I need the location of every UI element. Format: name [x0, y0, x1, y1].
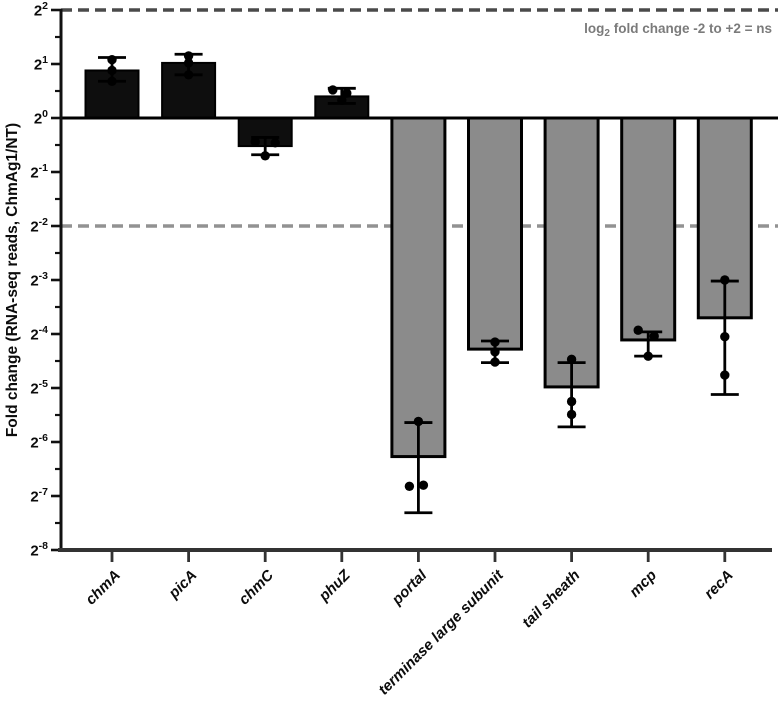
x-tick-label-picA: picA — [165, 567, 201, 603]
axes-layer — [51, 8, 778, 562]
x-tick-label-chmA: chmA — [82, 567, 123, 608]
data-point-terminase-large-subunit — [490, 337, 500, 347]
data-point-chmC — [270, 138, 280, 148]
data-point-tail-sheath — [566, 354, 577, 365]
data-points-layer — [107, 51, 730, 491]
data-point-chmA — [107, 54, 117, 65]
data-point-picA — [183, 58, 194, 68]
data-point-phuZ — [337, 95, 347, 105]
bar-portal — [390, 116, 447, 459]
bar-tail-sheath — [543, 116, 600, 389]
data-point-mcp — [643, 351, 653, 361]
x-tick-label-portal: portal — [388, 566, 431, 609]
data-point-picA — [183, 70, 194, 80]
x-tick-label-mcp: mcp — [626, 567, 660, 601]
y-axis-label: Fold change (RNA-seq reads, ChmAg1/NT) — [4, 123, 21, 437]
data-point-picA — [183, 51, 194, 61]
x-tick-label-tail-sheath: tail sheath — [519, 567, 583, 631]
data-point-portal — [404, 481, 415, 491]
data-point-mcp — [633, 325, 643, 335]
x-tick-label-phuZ: phuZ — [315, 566, 354, 605]
data-point-recA — [720, 332, 730, 342]
data-point-recA — [720, 275, 730, 285]
y-tick-label-2^-6: 2-6 — [30, 432, 48, 452]
data-point-portal — [418, 480, 429, 490]
data-point-tail-sheath — [566, 409, 577, 420]
y-tick-label-2^-2: 2-2 — [30, 216, 48, 236]
x-tick-label-terminase-large-subunit: terminase large subunit — [375, 566, 507, 698]
y-tick-label-2^-4: 2-4 — [30, 324, 48, 344]
data-point-chmC — [260, 151, 270, 161]
data-point-chmA — [107, 65, 117, 76]
data-point-tail-sheath — [566, 396, 577, 407]
significance-annotation: log2 fold change -2 to +2 = ns — [584, 21, 772, 39]
data-point-chmC — [250, 137, 260, 147]
bar-mcp — [620, 116, 677, 342]
data-point-mcp — [649, 331, 659, 341]
y-tick-label-2^-5: 2-5 — [30, 378, 48, 398]
data-point-portal — [413, 416, 424, 427]
data-point-phuZ — [342, 88, 352, 98]
x-tick-label-chmC: chmC — [236, 566, 278, 608]
bars-layer — [84, 61, 753, 459]
y-tick-label-2^1: 21 — [34, 54, 48, 74]
x-tick-label-recA: recA — [701, 567, 737, 603]
y-tick-label-2^-3: 2-3 — [30, 270, 48, 290]
data-point-chmA — [107, 76, 117, 86]
data-point-terminase-large-subunit — [490, 357, 500, 367]
y-tick-label-2^-1: 2-1 — [30, 162, 48, 182]
data-point-terminase-large-subunit — [490, 347, 500, 357]
bar-terminase-large-subunit — [467, 116, 523, 351]
y-tick-label-2^-7: 2-7 — [30, 486, 48, 506]
data-point-recA — [720, 370, 730, 380]
y-tick-label-2^0: 20 — [34, 108, 48, 128]
y-tick-label-2^2: 22 — [34, 0, 48, 20]
data-point-phuZ — [328, 85, 338, 95]
y-tick-label-2^-8: 2-8 — [30, 540, 48, 560]
